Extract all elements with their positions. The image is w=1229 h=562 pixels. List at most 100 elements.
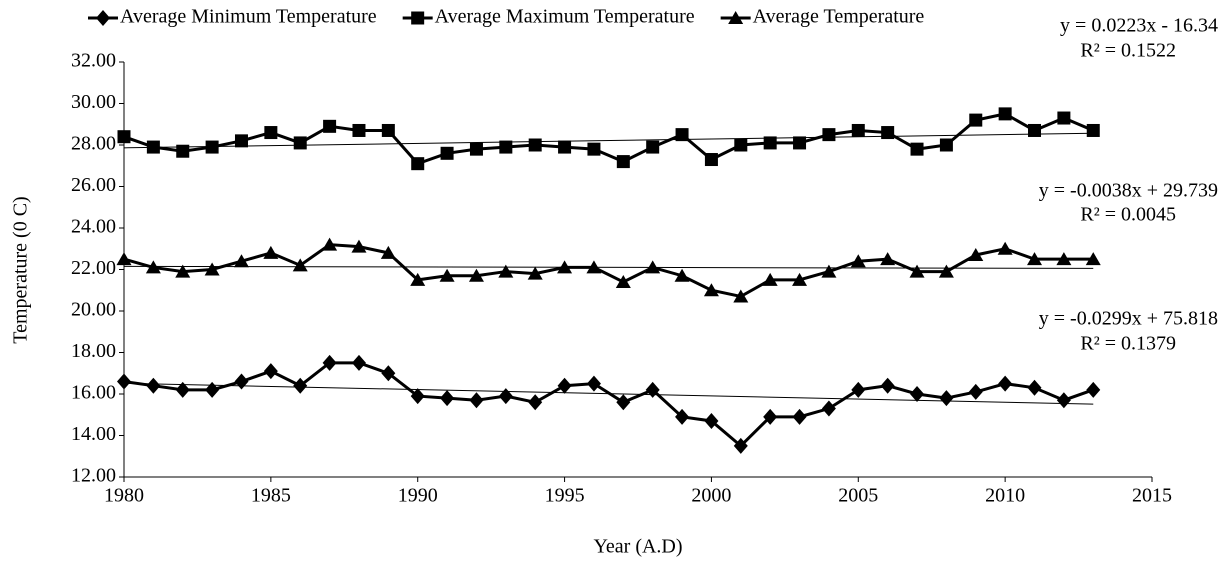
x-tick-label: 1995 bbox=[545, 485, 585, 507]
data-point bbox=[851, 123, 865, 137]
data-point bbox=[586, 260, 602, 274]
y-tick-label: 12.00 bbox=[71, 465, 116, 487]
data-point bbox=[821, 264, 837, 278]
trend-equation: y = 0.0223x - 16.34 bbox=[1060, 15, 1218, 37]
data-point bbox=[674, 268, 690, 282]
data-point bbox=[498, 388, 513, 405]
data-point bbox=[146, 377, 161, 394]
y-tick-label: 26.00 bbox=[71, 174, 116, 196]
data-point bbox=[410, 272, 426, 286]
data-point bbox=[821, 400, 836, 417]
data-point bbox=[1057, 111, 1071, 125]
data-point bbox=[116, 252, 132, 266]
data-point bbox=[557, 377, 572, 394]
x-tick-label: 1985 bbox=[251, 485, 291, 507]
data-point bbox=[969, 113, 983, 127]
data-point bbox=[762, 272, 778, 286]
data-point bbox=[527, 266, 543, 280]
data-point bbox=[704, 153, 718, 167]
data-point bbox=[322, 237, 338, 251]
data-point bbox=[586, 375, 601, 392]
data-point bbox=[1086, 381, 1101, 398]
data-point bbox=[880, 252, 896, 266]
data-point bbox=[440, 146, 454, 160]
data-point bbox=[234, 373, 249, 390]
trend-equation: y = -0.0038x + 29.739 bbox=[1039, 180, 1218, 202]
data-point bbox=[410, 388, 425, 405]
data-point bbox=[704, 412, 719, 429]
y-tick-label: 24.00 bbox=[71, 216, 116, 238]
data-point bbox=[293, 136, 307, 150]
data-point bbox=[293, 377, 308, 394]
data-point bbox=[117, 373, 131, 390]
data-point bbox=[910, 142, 924, 156]
data-point bbox=[468, 268, 484, 282]
trend-r2: R² = 0.1522 bbox=[1080, 40, 1176, 62]
x-axis-title: Year (A.D) bbox=[593, 536, 682, 558]
legend-label: Average Maximum Temperature bbox=[435, 6, 695, 28]
data-point bbox=[469, 142, 483, 156]
data-point bbox=[763, 136, 777, 150]
legend-label: Average Temperature bbox=[753, 6, 925, 28]
x-tick-label: 2010 bbox=[985, 485, 1025, 507]
data-point bbox=[998, 107, 1012, 121]
data-point bbox=[469, 392, 484, 409]
data-point bbox=[793, 136, 807, 150]
series-line bbox=[123, 361, 1094, 448]
data-point bbox=[645, 260, 661, 274]
data-point bbox=[205, 381, 220, 398]
data-point bbox=[176, 144, 190, 158]
data-point bbox=[146, 140, 160, 154]
data-point bbox=[1056, 252, 1072, 266]
data-point bbox=[439, 268, 455, 282]
y-tick-label: 28.00 bbox=[71, 133, 116, 155]
data-point bbox=[645, 381, 660, 398]
data-point bbox=[938, 264, 954, 278]
data-point bbox=[646, 140, 660, 154]
data-point bbox=[1085, 252, 1101, 266]
data-point bbox=[263, 245, 279, 259]
data-point bbox=[616, 394, 631, 411]
x-tick-label: 1990 bbox=[398, 485, 438, 507]
data-point bbox=[411, 157, 425, 171]
data-point bbox=[881, 126, 895, 140]
legend-label: Average Minimum Temperature bbox=[120, 6, 377, 28]
data-point bbox=[850, 254, 866, 268]
data-point bbox=[997, 241, 1013, 255]
data-point bbox=[499, 140, 513, 154]
trend-r2: R² = 0.1379 bbox=[1080, 333, 1176, 355]
x-tick-label: 2015 bbox=[1132, 485, 1172, 507]
data-point bbox=[528, 394, 543, 411]
data-point bbox=[675, 408, 690, 425]
data-point bbox=[822, 128, 836, 142]
legend-marker bbox=[411, 11, 425, 25]
data-point bbox=[1086, 123, 1100, 137]
data-point bbox=[498, 264, 514, 278]
data-point bbox=[998, 375, 1013, 392]
trend-r2: R² = 0.0045 bbox=[1080, 204, 1176, 226]
data-point bbox=[675, 128, 689, 142]
y-tick-label: 18.00 bbox=[71, 340, 116, 362]
data-point bbox=[616, 155, 630, 169]
data-point bbox=[323, 119, 337, 133]
data-point bbox=[792, 272, 808, 286]
data-point bbox=[733, 289, 749, 303]
data-point bbox=[175, 381, 190, 398]
data-point bbox=[204, 262, 220, 276]
data-point bbox=[733, 437, 748, 454]
data-point bbox=[352, 123, 366, 137]
y-tick-label: 22.00 bbox=[71, 257, 116, 279]
data-point bbox=[175, 264, 191, 278]
y-tick-label: 32.00 bbox=[71, 50, 116, 72]
data-point bbox=[703, 283, 719, 297]
data-point bbox=[792, 408, 807, 425]
data-point bbox=[587, 142, 601, 156]
data-point bbox=[939, 138, 953, 152]
data-point bbox=[322, 354, 337, 371]
data-point bbox=[909, 264, 925, 278]
data-point bbox=[234, 134, 248, 148]
data-point bbox=[557, 260, 573, 274]
data-point bbox=[264, 126, 278, 140]
legend-marker bbox=[728, 11, 744, 24]
series-line bbox=[123, 243, 1094, 299]
